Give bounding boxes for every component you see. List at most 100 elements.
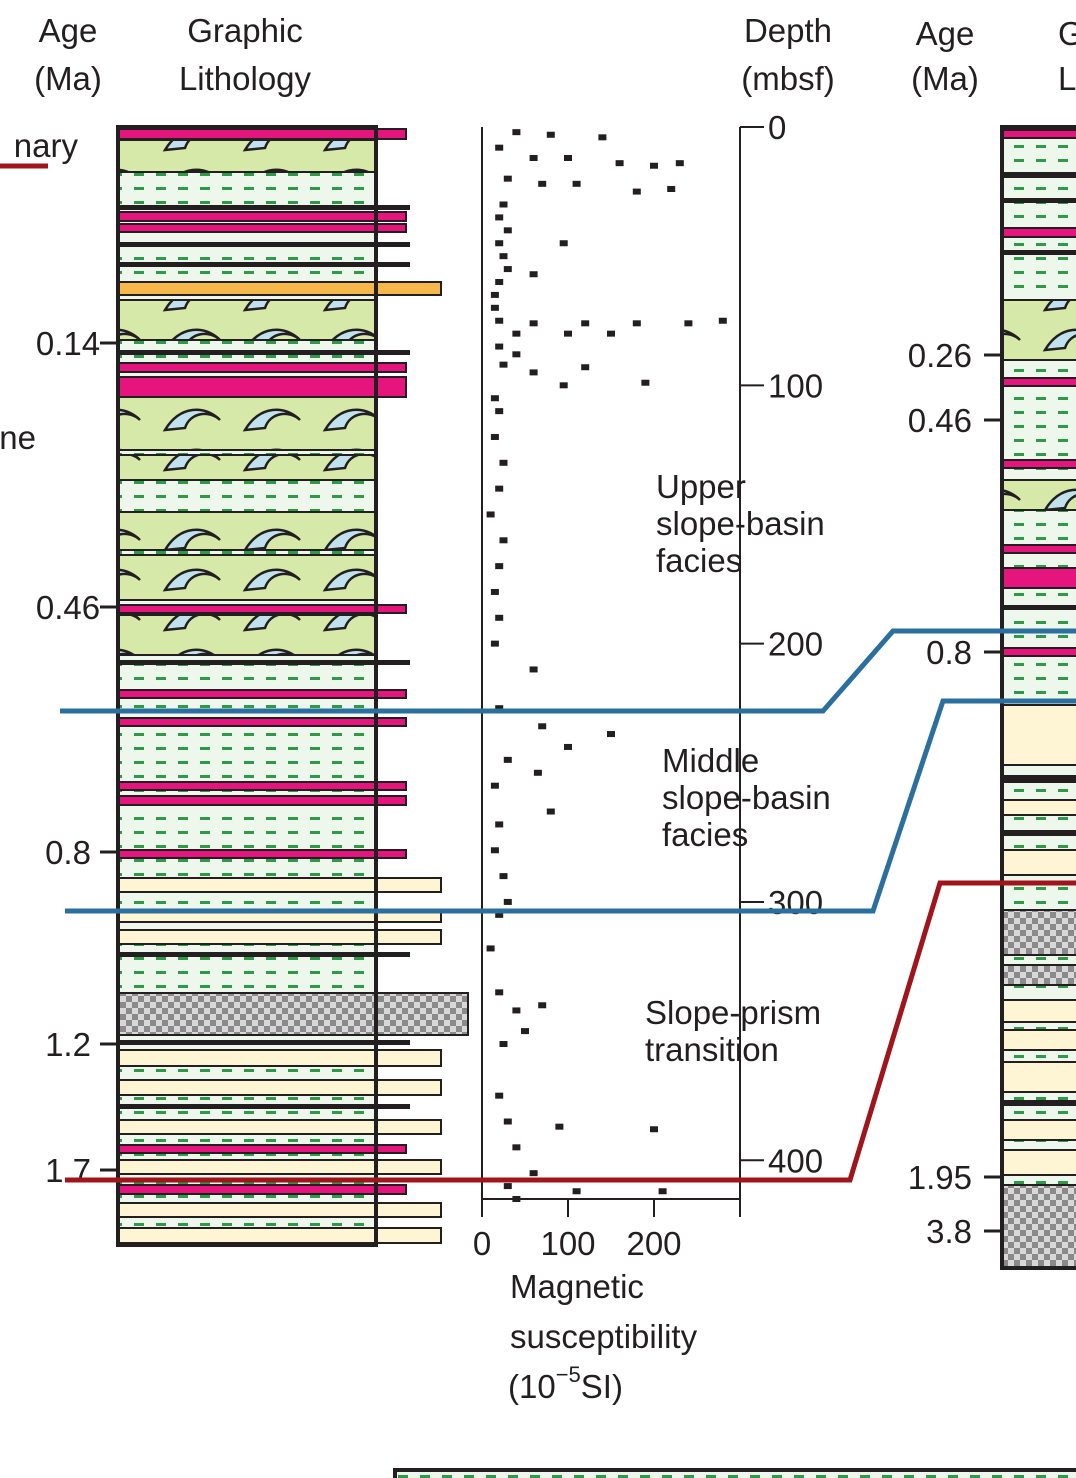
age-label: 0.26 xyxy=(908,337,972,374)
susceptibility-point xyxy=(521,1028,529,1035)
susceptibility-point xyxy=(499,253,508,260)
susceptibility-point xyxy=(564,743,572,750)
susceptibility-point xyxy=(495,821,504,828)
lithology-band xyxy=(1001,1149,1076,1176)
lithology-band xyxy=(1001,479,1076,511)
epoch-label: nary xyxy=(14,127,79,164)
lithology-band xyxy=(118,242,410,247)
susceptibility-point xyxy=(607,330,615,337)
susceptibility-point xyxy=(650,162,658,169)
susceptibility-point xyxy=(499,459,508,466)
lithology-band xyxy=(1001,647,1076,657)
lithology-band xyxy=(118,952,410,957)
axis-unit: (10−5SI) xyxy=(508,1362,623,1405)
lithology-band xyxy=(117,795,407,806)
lithology-band xyxy=(117,877,442,893)
header-text: Age xyxy=(916,15,975,52)
facies-label: facies xyxy=(662,816,748,853)
susceptibility-point xyxy=(499,1041,508,1048)
depth-tick-label: 400 xyxy=(768,1142,823,1179)
lithology-band xyxy=(1001,1184,1076,1269)
column-border xyxy=(1000,125,1076,1270)
susceptibility-point xyxy=(675,160,684,167)
susceptibility-point xyxy=(495,214,504,221)
susceptibility-point xyxy=(499,361,508,368)
lithology-band xyxy=(1001,1061,1076,1093)
susceptibility-point xyxy=(632,320,641,327)
facies-label: slope-basin xyxy=(662,779,831,816)
susceptibility-point xyxy=(564,154,572,161)
x-tick-label: 0 xyxy=(473,1225,491,1262)
susceptibility-point xyxy=(641,379,650,386)
lithology-band xyxy=(117,717,407,727)
chart: Age (Ma) Graphic Lithology Depth (mbsf) Age (Ma… xyxy=(0,12,1076,1405)
lithology-band xyxy=(1001,799,1076,816)
susceptibility-point xyxy=(529,154,538,161)
lithology-band xyxy=(117,1227,442,1244)
susceptibility-point xyxy=(490,433,499,440)
lithology-band xyxy=(117,992,469,1036)
lithology-band xyxy=(1001,129,1076,139)
lithology-band xyxy=(117,614,377,656)
susceptibility-point xyxy=(495,563,504,570)
susceptibility-point xyxy=(495,408,504,415)
column-fill xyxy=(1002,127,1076,1268)
lithology-band xyxy=(117,362,407,373)
susceptibility-point xyxy=(607,731,615,738)
facies-label: transition xyxy=(645,1031,779,1068)
epoch-label: ne xyxy=(0,419,36,456)
facies-label: Slope-prism xyxy=(645,994,821,1031)
boundary-line xyxy=(65,880,1076,1183)
lithology-band xyxy=(117,1184,407,1195)
susceptibility-point xyxy=(538,180,547,187)
susceptibility-point xyxy=(490,640,499,647)
susceptibility-point xyxy=(503,227,512,234)
lithology-band xyxy=(1002,250,1076,255)
susceptibility-point xyxy=(538,1002,547,1009)
susceptibility-point xyxy=(486,511,495,518)
susceptibility-point xyxy=(555,1123,564,1130)
susceptibility-point xyxy=(495,317,504,324)
lithology xyxy=(116,125,1076,1270)
column-border xyxy=(116,125,378,1247)
age-label: 0.8 xyxy=(45,834,91,871)
susceptibility-point xyxy=(490,395,499,402)
lithology-band xyxy=(1002,605,1076,610)
susceptibility-point xyxy=(503,756,512,763)
lithology-band xyxy=(1002,830,1076,836)
lithology-band xyxy=(1001,1119,1076,1141)
facies-label: facies xyxy=(656,542,742,579)
susceptibility-point xyxy=(581,364,590,371)
next-panel xyxy=(393,1468,1076,1478)
susceptibility-point xyxy=(581,320,590,327)
susceptibility-point xyxy=(564,330,572,337)
lithology-band xyxy=(117,1202,442,1218)
lithology-band xyxy=(1001,567,1076,589)
lithology-band xyxy=(117,281,442,296)
susceptibility-point xyxy=(546,131,555,138)
susceptibility-point xyxy=(490,782,499,789)
lithology-band xyxy=(117,1144,407,1154)
susceptibility-point xyxy=(495,485,504,492)
lithology-band xyxy=(1002,775,1076,783)
depth-tick-label: 100 xyxy=(768,367,823,404)
lithology-band xyxy=(1002,1100,1076,1106)
lithology-band xyxy=(1001,227,1076,238)
lithology-band xyxy=(117,1079,442,1096)
susceptibility-point xyxy=(529,271,538,278)
age-label: 3.8 xyxy=(926,1213,972,1250)
susceptibility-point xyxy=(529,1170,538,1177)
lithology-band xyxy=(1001,299,1076,361)
susceptibility-point xyxy=(495,989,504,996)
lithology-band xyxy=(1001,999,1076,1023)
depth-tick-label: 0 xyxy=(768,109,786,146)
header-text: Graphic xyxy=(187,12,303,49)
susceptibility-point xyxy=(495,278,504,285)
lithology-band xyxy=(117,1119,442,1135)
lithology-band xyxy=(117,689,407,699)
lithology-band xyxy=(1002,198,1076,203)
susceptibility-point xyxy=(529,320,538,327)
lithology-band xyxy=(1001,909,1076,956)
lithology-band xyxy=(117,299,377,341)
lithology-band xyxy=(1001,459,1076,469)
